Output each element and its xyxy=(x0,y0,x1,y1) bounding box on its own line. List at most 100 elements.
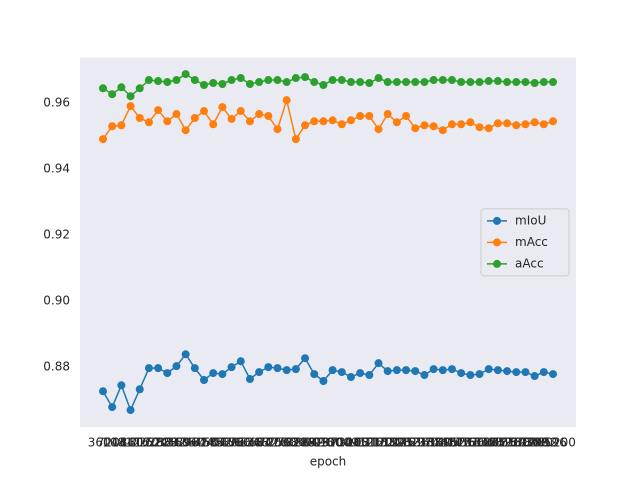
x-tick-label: 180200 xyxy=(530,436,576,450)
x-tick-label: 14416 xyxy=(111,436,149,450)
data-point xyxy=(356,112,365,121)
x-tick-label: 75684 xyxy=(268,436,306,450)
data-point xyxy=(512,78,521,87)
x-tick-label: 129744 xyxy=(402,436,448,450)
x-tick-label: 115328 xyxy=(365,436,411,450)
y-tick-label: 0.88 xyxy=(43,360,70,374)
data-point xyxy=(475,370,484,379)
x-tick-label: 140556 xyxy=(429,436,475,450)
data-point xyxy=(475,123,484,132)
x-tick-label: 154972 xyxy=(466,436,512,450)
data-point xyxy=(328,76,337,85)
legend-box xyxy=(480,208,570,277)
data-point xyxy=(383,110,392,119)
x-tick-label: 7208 xyxy=(97,436,128,450)
x-tick-label: 108120 xyxy=(346,436,392,450)
data-point xyxy=(135,385,144,394)
data-point xyxy=(264,112,273,121)
x-tick-label: 111724 xyxy=(356,436,402,450)
data-point xyxy=(264,363,273,372)
data-point xyxy=(163,369,172,378)
data-point xyxy=(337,76,346,85)
data-point xyxy=(301,121,310,130)
data-point xyxy=(255,368,264,377)
x-tick-label: 97308 xyxy=(323,436,361,450)
x-tick-label: 21624 xyxy=(130,436,168,450)
data-point xyxy=(438,126,447,135)
x-tick-label: 25228 xyxy=(139,436,177,450)
data-point xyxy=(236,74,245,83)
data-point xyxy=(484,124,493,133)
data-point xyxy=(411,367,420,376)
x-tick-label: 54060 xyxy=(212,436,250,450)
x-tick-label: 10812 xyxy=(102,436,140,450)
data-point xyxy=(209,369,218,378)
y-tick-label: 0.92 xyxy=(43,228,70,242)
data-point xyxy=(154,106,163,115)
data-point xyxy=(493,366,502,375)
data-point xyxy=(117,121,126,130)
data-point xyxy=(108,90,117,99)
data-point xyxy=(402,112,411,121)
data-point xyxy=(310,117,319,126)
data-point xyxy=(402,78,411,87)
data-point xyxy=(245,117,254,126)
data-point xyxy=(255,110,264,119)
data-point xyxy=(181,70,190,79)
data-point xyxy=(521,78,530,87)
data-point xyxy=(291,135,300,144)
x-tick-label: 50456 xyxy=(203,436,241,450)
data-point xyxy=(484,77,493,86)
data-point xyxy=(310,370,319,379)
x-tick-label: 64872 xyxy=(240,436,278,450)
data-point xyxy=(521,368,530,377)
x-tick-label: 126140 xyxy=(392,436,438,450)
data-point xyxy=(190,364,199,373)
data-point xyxy=(447,76,456,85)
data-point xyxy=(282,96,291,105)
y-tick-label: 0.90 xyxy=(43,294,70,308)
data-point xyxy=(521,120,530,129)
data-point xyxy=(420,371,429,380)
data-point xyxy=(144,118,153,127)
data-point xyxy=(346,78,355,87)
data-point xyxy=(530,372,539,381)
x-tick-label: 57664 xyxy=(222,436,260,450)
data-point xyxy=(539,120,548,129)
x-tick-label: 147764 xyxy=(447,436,493,450)
x-tick-label: 151368 xyxy=(457,436,503,450)
data-point xyxy=(190,76,199,85)
data-point xyxy=(99,135,107,144)
y-tick-label: 0.94 xyxy=(43,162,70,176)
data-point xyxy=(227,363,236,372)
data-point xyxy=(99,387,107,396)
data-point xyxy=(365,371,374,380)
data-point xyxy=(539,368,548,377)
data-point xyxy=(365,112,374,121)
x-tick-label: 165784 xyxy=(493,436,539,450)
data-point xyxy=(291,74,300,83)
data-point xyxy=(484,365,493,374)
data-point xyxy=(236,107,245,116)
x-tick-label: 104516 xyxy=(337,436,383,450)
data-point xyxy=(172,110,181,119)
data-point xyxy=(181,126,190,135)
x-tick-label: 93704 xyxy=(313,436,351,450)
data-point xyxy=(438,366,447,375)
data-point xyxy=(273,125,282,134)
data-point xyxy=(447,365,456,374)
data-point xyxy=(392,118,401,127)
data-point xyxy=(466,118,475,127)
x-tick-label: 79288 xyxy=(277,436,315,450)
x-tick-label: 61268 xyxy=(231,436,269,450)
data-point xyxy=(402,366,411,375)
data-point xyxy=(475,78,484,87)
data-point xyxy=(420,121,429,130)
legend-marker xyxy=(493,216,501,225)
data-point xyxy=(356,78,365,87)
data-point xyxy=(466,371,475,380)
data-point xyxy=(383,78,392,87)
data-point xyxy=(117,83,126,92)
data-point xyxy=(163,117,172,126)
data-point xyxy=(438,76,447,85)
